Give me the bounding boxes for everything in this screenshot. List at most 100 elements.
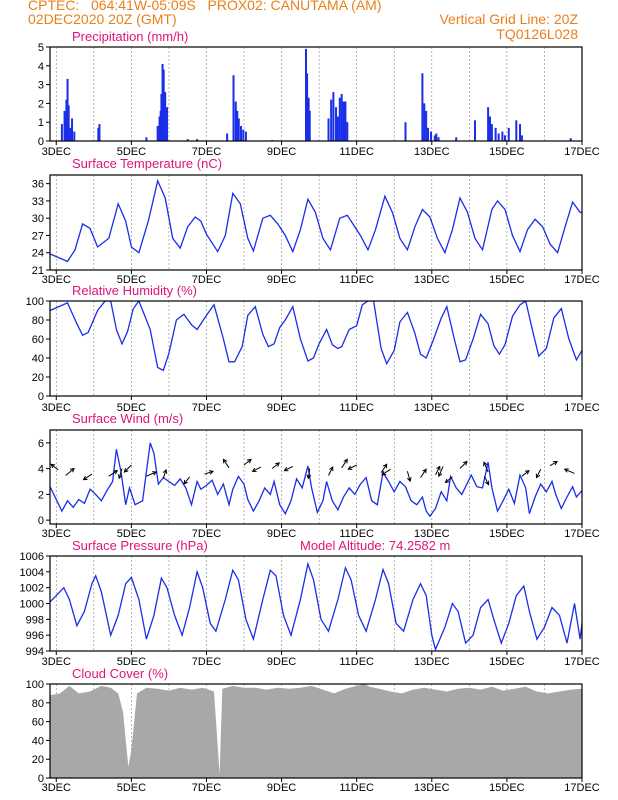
x-tick-label: 17DEC (564, 782, 600, 794)
y-tick-label: 994 (26, 646, 44, 658)
series-line (50, 178, 582, 263)
precip-bar (490, 124, 493, 141)
cloud-area (50, 684, 582, 778)
x-tick-label: 3DEC (42, 656, 71, 668)
x-tick-label: 11DEC (339, 528, 374, 540)
x-tick-label: 5DEC (117, 782, 146, 794)
precip-bar (487, 107, 490, 141)
panel-0 (46, 46, 583, 145)
wind-arrow (271, 462, 280, 469)
precip-bar (501, 131, 504, 141)
wind-arrow-head (283, 467, 289, 472)
wind-arrow-head (251, 467, 257, 472)
y-tick-label: 4 (38, 61, 44, 73)
wind-arrow-head (152, 471, 158, 476)
wind-arrow (183, 476, 190, 485)
wind-arrow-head (524, 469, 530, 475)
y-tick-label: 80 (32, 698, 44, 710)
wind-arrow (243, 459, 252, 466)
y-tick-label: 6 (38, 438, 44, 450)
precip-bar (404, 122, 407, 141)
precip-bar (156, 125, 159, 141)
precip-bar (65, 99, 68, 141)
panel-3 (46, 429, 583, 528)
precip-bar (507, 127, 510, 141)
precip-bar (226, 133, 229, 141)
wind-arrow-head (208, 470, 214, 475)
wind-arrow (438, 466, 444, 477)
y-tick-label: 1006 (20, 551, 44, 563)
precip-bar (306, 73, 309, 141)
wind-arrow-head (50, 463, 56, 469)
x-tick-label: 13DEC (414, 782, 450, 794)
x-tick-label: 7DEC (192, 402, 221, 414)
precip-bar (145, 137, 148, 141)
precip-bar (158, 116, 161, 141)
y-tick-label: 40 (32, 735, 44, 747)
wind-arrow-head (553, 460, 558, 466)
precip-bar (304, 48, 307, 141)
precip-bar (433, 135, 436, 141)
y-tick-label: 0 (38, 515, 44, 527)
y-tick-label: 3 (38, 80, 44, 92)
y-tick-label: 2 (38, 489, 44, 501)
wind-arrow (50, 463, 59, 471)
precip-bar (427, 127, 430, 141)
panel-title: Precipitation (mm/h) (72, 29, 188, 44)
precip-bar (430, 131, 433, 141)
wind-arrow (459, 461, 468, 469)
x-tick-label: 3DEC (42, 274, 71, 286)
x-tick-label: 17DEC (564, 402, 600, 414)
panel-title: Surface Pressure (hPa) (72, 538, 208, 553)
x-tick-label: 7DEC (192, 274, 221, 286)
wind-arrow-head (437, 472, 443, 478)
y-tick-label: 996 (26, 630, 44, 642)
precip-bar (161, 63, 164, 141)
wind-arrow (564, 468, 575, 474)
x-tick-label: 3DEC (42, 782, 71, 794)
precip-bar (340, 94, 343, 141)
panel-4 (46, 555, 583, 655)
precip-bar (164, 92, 167, 141)
precip-bar (244, 131, 247, 141)
y-tick-label: 80 (32, 315, 44, 327)
precip-bar (520, 135, 523, 141)
precip-bar (473, 120, 476, 141)
precip-bar (346, 122, 349, 141)
x-tick-label: 15DEC (489, 782, 525, 794)
y-tick-label: 100 (26, 679, 44, 691)
y-tick-label: 2 (38, 98, 44, 110)
y-tick-label: 36 (32, 179, 44, 191)
wind-arrow (108, 470, 118, 477)
x-tick-label: 5DEC (117, 528, 146, 540)
x-tick-label: 5DEC (117, 656, 146, 668)
precip-bar (569, 138, 572, 141)
wind-arrow-head (306, 474, 312, 480)
precip-bar (423, 103, 426, 141)
plot-area (60, 48, 572, 141)
wind-arrow-head (462, 460, 468, 466)
precip-bar (162, 69, 165, 141)
y-tick-label: 998 (26, 614, 44, 626)
panel-title: Surface Wind (m/s) (72, 411, 183, 426)
wind-arrow-head (444, 478, 450, 484)
precip-bar (307, 97, 310, 141)
y-tick-label: 100 (26, 296, 44, 308)
wind-arrow (204, 470, 214, 475)
wind-arrow-head (123, 468, 129, 473)
wind-arrow-head (70, 467, 75, 473)
x-tick-label: 15DEC (489, 402, 525, 414)
x-tick-label: 3DEC (42, 146, 71, 158)
panel-title: Relative Humidity (%) (72, 283, 197, 298)
wind-arrow-head (483, 461, 488, 467)
series-line (50, 561, 582, 651)
x-tick-label: 9DEC (267, 528, 296, 540)
x-tick-label: 17DEC (564, 274, 600, 286)
precip-bar (327, 118, 330, 141)
wind-arrow (162, 469, 167, 479)
precip-bar (242, 129, 245, 141)
wind-arrow-head (347, 465, 353, 470)
plot-area (50, 561, 582, 651)
precip-bar (335, 107, 338, 141)
